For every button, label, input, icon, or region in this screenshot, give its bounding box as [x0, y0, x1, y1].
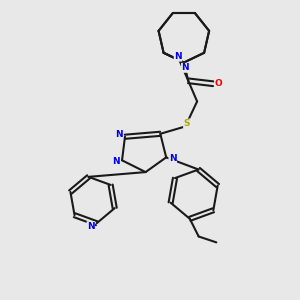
Text: N: N	[112, 157, 119, 166]
Text: N: N	[174, 52, 182, 61]
Text: O: O	[215, 79, 223, 88]
Text: S: S	[184, 119, 190, 128]
Text: N: N	[169, 154, 176, 163]
Text: N: N	[87, 222, 94, 231]
Text: N: N	[182, 63, 189, 72]
Text: N: N	[115, 130, 122, 139]
